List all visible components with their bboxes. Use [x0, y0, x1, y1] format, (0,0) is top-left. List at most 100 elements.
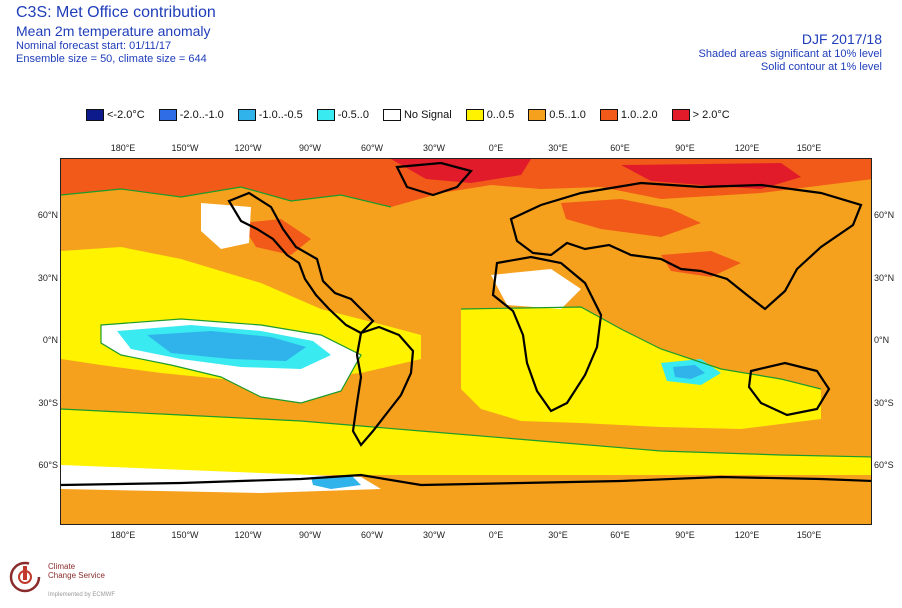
legend-item: > 2.0°C — [671, 109, 730, 121]
latitude-labels-right: 60°N 30°N 0°N 30°S 60°S — [874, 158, 902, 525]
legend-swatch — [86, 109, 104, 121]
lon-label: 30°E — [548, 143, 568, 153]
lon-label: 30°W — [422, 530, 446, 540]
legend-item: 1.0..2.0 — [599, 109, 658, 121]
legend-item: 0..0.5 — [465, 109, 515, 121]
lon-label: 120°W — [234, 530, 262, 540]
climate-logo-icon — [9, 561, 41, 593]
lon-label: 120°W — [234, 143, 262, 153]
legend-swatch — [158, 109, 177, 121]
coastline-africa — [491, 255, 603, 413]
asia-warm-patch — [661, 251, 741, 277]
lat-label: 60°N — [37, 210, 58, 220]
chart-title: C3S: Met Office contribution — [16, 4, 216, 21]
legend-label: 0.5..1.0 — [549, 109, 586, 121]
antarctic-no-signal — [61, 465, 381, 493]
legend-swatch — [671, 109, 690, 121]
legend-item: No Signal — [382, 109, 452, 121]
legend-label: 0..0.5 — [486, 109, 515, 121]
lat-label: 60°S — [38, 460, 58, 470]
lon-label: 180°E — [110, 143, 136, 153]
anomaly-map-canvas — [61, 159, 871, 524]
legend-swatch — [528, 109, 547, 121]
significance-contour — [61, 408, 871, 458]
lon-label: 90°E — [675, 530, 695, 540]
legend-label: -2.0..-1.0 — [179, 109, 224, 121]
longitude-labels-top: 180°E 150°W 120°W 90°W 60°W 30°W 0°E 30°… — [0, 143, 902, 155]
lon-label: 0°E — [488, 143, 504, 153]
significance-shaded-note: Shaded areas significant at 10% level — [698, 48, 882, 61]
legend-swatch — [382, 109, 401, 121]
coastline-south-america — [351, 325, 415, 447]
lat-label: 30°N — [37, 273, 58, 283]
legend-label: No Signal — [403, 109, 452, 121]
southern-yellow-strip — [61, 409, 871, 475]
significance-contour-note: Solid contour at 1% level — [760, 61, 882, 74]
lon-label: 0°E — [488, 530, 504, 540]
lat-label: 30°S — [38, 398, 58, 408]
lon-label: 60°E — [610, 143, 630, 153]
coastline-eurasia — [509, 181, 863, 311]
south-ocean-yellow-band — [461, 307, 821, 429]
north-america-warm-patch — [241, 219, 311, 255]
legend-item: <-2.0°C — [86, 109, 145, 121]
legend-item: -0.5..0 — [316, 109, 369, 121]
lon-label: 150°E — [796, 143, 822, 153]
legend-item: 0.5..1.0 — [528, 109, 586, 121]
legend-label: -0.5..0 — [337, 109, 369, 121]
lat-label: 0°N — [42, 335, 58, 345]
enso-moderate-cool — [147, 331, 306, 361]
legend-swatch — [599, 109, 618, 121]
lon-label: 90°E — [675, 143, 695, 153]
lon-label: 120°E — [734, 143, 760, 153]
legend-swatch — [465, 109, 484, 121]
color-legend: <-2.0°C -2.0..-1.0 -1.0..-0.5 -0.5..0 No… — [86, 109, 730, 121]
copernicus-logo: Climate Change Service Implemented by EC… — [4, 555, 134, 603]
lon-label: 150°E — [796, 530, 822, 540]
header-left: C3S: Met Office contribution Mean 2m tem… — [16, 3, 216, 66]
indian-ocean-cool-inner — [673, 365, 705, 379]
significance-contour — [460, 306, 822, 390]
coastline-australia — [747, 361, 831, 417]
coastline-greenland — [395, 161, 473, 197]
chart-subtitle: Mean 2m temperature anomaly — [16, 22, 211, 39]
longitude-labels-bottom: 180°E 150°W 120°W 90°W 60°W 30°W 0°E 30°… — [0, 530, 902, 542]
lat-label: 60°N — [874, 210, 895, 220]
lat-label: 30°S — [874, 398, 894, 408]
header-right: DJF 2017/18 Shaded areas significant at … — [699, 31, 882, 75]
legend-swatch — [316, 109, 335, 121]
lat-label: 30°N — [874, 273, 895, 283]
anomaly-map — [60, 158, 872, 525]
coastline-north-america — [227, 191, 375, 335]
lon-label: 30°E — [548, 530, 568, 540]
lon-label: 90°W — [298, 530, 322, 540]
ensemble-size: Ensemble size = 50, climate size = 644 — [16, 53, 207, 65]
legend-swatch — [237, 109, 256, 121]
lat-label: 60°S — [874, 460, 894, 470]
lon-label: 150°W — [171, 143, 199, 153]
lat-label: 0°N — [874, 335, 890, 345]
legend-item: -2.0..-1.0 — [158, 109, 224, 121]
legend-label: > 2.0°C — [692, 109, 730, 121]
legend-label: 1.0..2.0 — [620, 109, 658, 121]
coastline-antarctica — [61, 473, 871, 487]
significance-contour — [100, 318, 362, 404]
lon-label: 60°W — [360, 143, 384, 153]
significance-contour — [61, 186, 392, 208]
alaska-no-signal — [201, 203, 251, 249]
latitude-labels-left: 60°N 30°N 0°N 30°S 60°S — [18, 158, 58, 525]
logo-line-1: Climate — [48, 562, 76, 571]
legend-label: -1.0..-0.5 — [258, 109, 303, 121]
lon-label: 60°W — [360, 530, 384, 540]
lon-label: 30°W — [422, 143, 446, 153]
sahara-no-signal — [491, 269, 581, 309]
legend-item: -1.0..-0.5 — [237, 109, 303, 121]
eurasia-warm-patch — [561, 199, 701, 237]
logo-tagline: Implemented by ECMWF — [48, 592, 116, 598]
logo-line-2: Change Service — [48, 571, 105, 581]
siberia-hot-spot — [621, 163, 801, 189]
legend-label: <-2.0°C — [107, 109, 145, 121]
lon-label: 180°E — [110, 530, 136, 540]
lon-label: 60°E — [610, 530, 630, 540]
lon-label: 120°E — [734, 530, 760, 540]
